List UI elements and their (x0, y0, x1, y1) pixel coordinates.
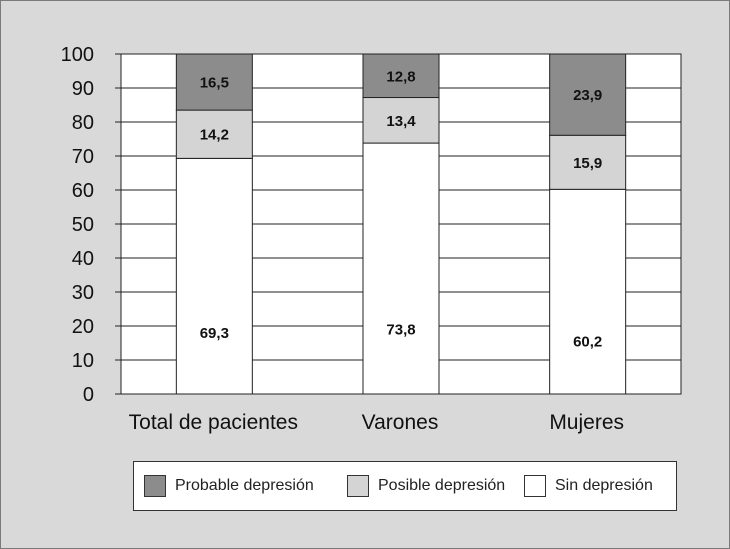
y-tick-label: 100 (61, 44, 94, 66)
bar-segment (175, 157, 253, 395)
y-tick-label: 90 (72, 78, 94, 100)
legend-label-sin-depresion: Sin depresión (555, 477, 653, 494)
plot-frame (120, 53, 682, 395)
bar-segment (549, 53, 627, 136)
x-category-label: Mujeres (549, 411, 624, 434)
y-tick-label: 10 (72, 350, 94, 372)
y-tick-label: 60 (72, 180, 94, 202)
x-category-label: Varones (362, 411, 439, 434)
chart-legend: Probable depresión Posible depresión Sin… (133, 461, 677, 511)
y-tick-label: 30 (72, 282, 94, 304)
bar-segment (175, 109, 253, 159)
data-label: 15,9 (573, 155, 602, 172)
data-label: 12,8 (386, 68, 415, 85)
y-tick-label: 20 (72, 316, 94, 338)
x-category-label: Total de pacientes (129, 411, 298, 434)
y-tick-label: 50 (72, 214, 94, 236)
legend-label-posible-depresion: Posible depresión (378, 477, 506, 494)
y-tick-label: 0 (83, 384, 94, 406)
data-label: 16,5 (200, 75, 229, 92)
bar-segment (362, 142, 440, 395)
data-label: 13,4 (386, 113, 416, 130)
y-tick-label: 80 (72, 112, 94, 134)
legend-swatch-posible-depresion (347, 475, 369, 497)
y-tick-label: 40 (72, 248, 94, 270)
legend-swatch-probable-depresion (144, 475, 166, 497)
legend-label-probable-depresion: Probable depresión (175, 477, 314, 494)
data-label: 14,2 (200, 127, 229, 144)
data-label: 69,3 (200, 325, 229, 342)
bar-segment (362, 53, 440, 99)
data-label: 73,8 (386, 321, 415, 338)
data-label: 60,2 (573, 333, 602, 350)
bar-segment (549, 134, 627, 190)
y-tick-label: 70 (72, 146, 94, 168)
bar-segment (175, 53, 253, 111)
bar-segment (362, 97, 440, 144)
legend-swatch-sin-depresion (524, 475, 546, 497)
data-label: 23,9 (573, 87, 602, 104)
bar-segment (549, 188, 627, 395)
